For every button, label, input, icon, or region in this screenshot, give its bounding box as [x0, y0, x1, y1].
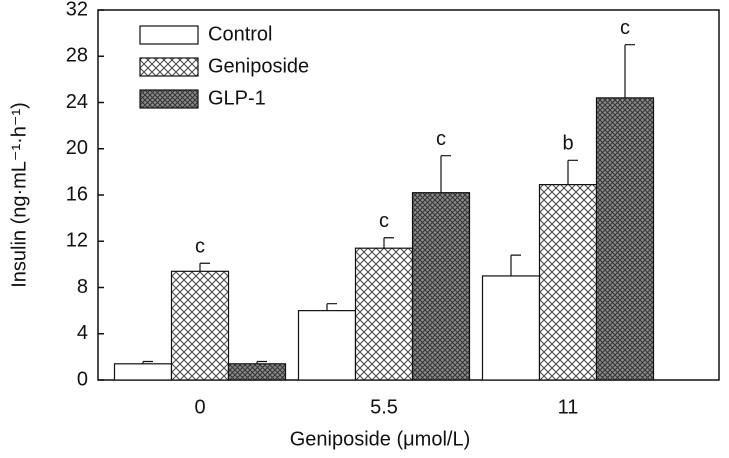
legend-swatch [139, 25, 199, 45]
y-tick-label: 32 [66, 0, 88, 20]
significance-label: c [379, 210, 389, 232]
significance-label: c [195, 236, 205, 258]
error-bar [567, 159, 578, 185]
x-tick-label: 0 [194, 396, 205, 418]
x-tick-label: 5.5 [370, 396, 398, 418]
y-tick-label: 4 [77, 322, 88, 344]
bar [170, 270, 230, 381]
y-tick-label: 8 [77, 276, 88, 298]
error-bar [142, 360, 153, 364]
y-tick-label: 28 [66, 45, 88, 67]
bar [481, 275, 541, 381]
x-tick-label: 11 [558, 396, 579, 418]
error-bar [383, 237, 394, 249]
legend-label: GLP-1 [208, 87, 266, 109]
y-tick-label: 0 [77, 368, 88, 390]
y-axis-title: Insulin (ng·mL⁻¹·h⁻¹) [8, 102, 30, 288]
bar [411, 192, 471, 381]
bar [354, 247, 414, 381]
significance-label: b [562, 133, 573, 155]
error-bar [440, 155, 451, 193]
y-tick-label: 12 [66, 230, 88, 252]
legend-label: Geniposide [208, 55, 309, 77]
bar [113, 363, 173, 381]
legend-swatch [139, 57, 199, 77]
y-tick-label: 20 [66, 137, 88, 159]
significance-label: c [436, 128, 446, 150]
y-tick-label: 24 [66, 91, 88, 113]
error-bar [199, 262, 210, 272]
bar [227, 363, 287, 381]
legend-label: Control [208, 23, 272, 45]
bar [595, 97, 655, 381]
legend-swatch [139, 89, 199, 109]
error-bar [510, 254, 521, 276]
y-tick-label: 16 [66, 183, 88, 205]
x-axis-title: Geniposide (μmol/L) [290, 428, 471, 450]
bar [538, 183, 598, 381]
error-bar [256, 360, 267, 364]
error-bar [326, 303, 337, 311]
bar [297, 310, 357, 381]
error-bar [624, 44, 635, 98]
significance-label: c [620, 17, 630, 39]
